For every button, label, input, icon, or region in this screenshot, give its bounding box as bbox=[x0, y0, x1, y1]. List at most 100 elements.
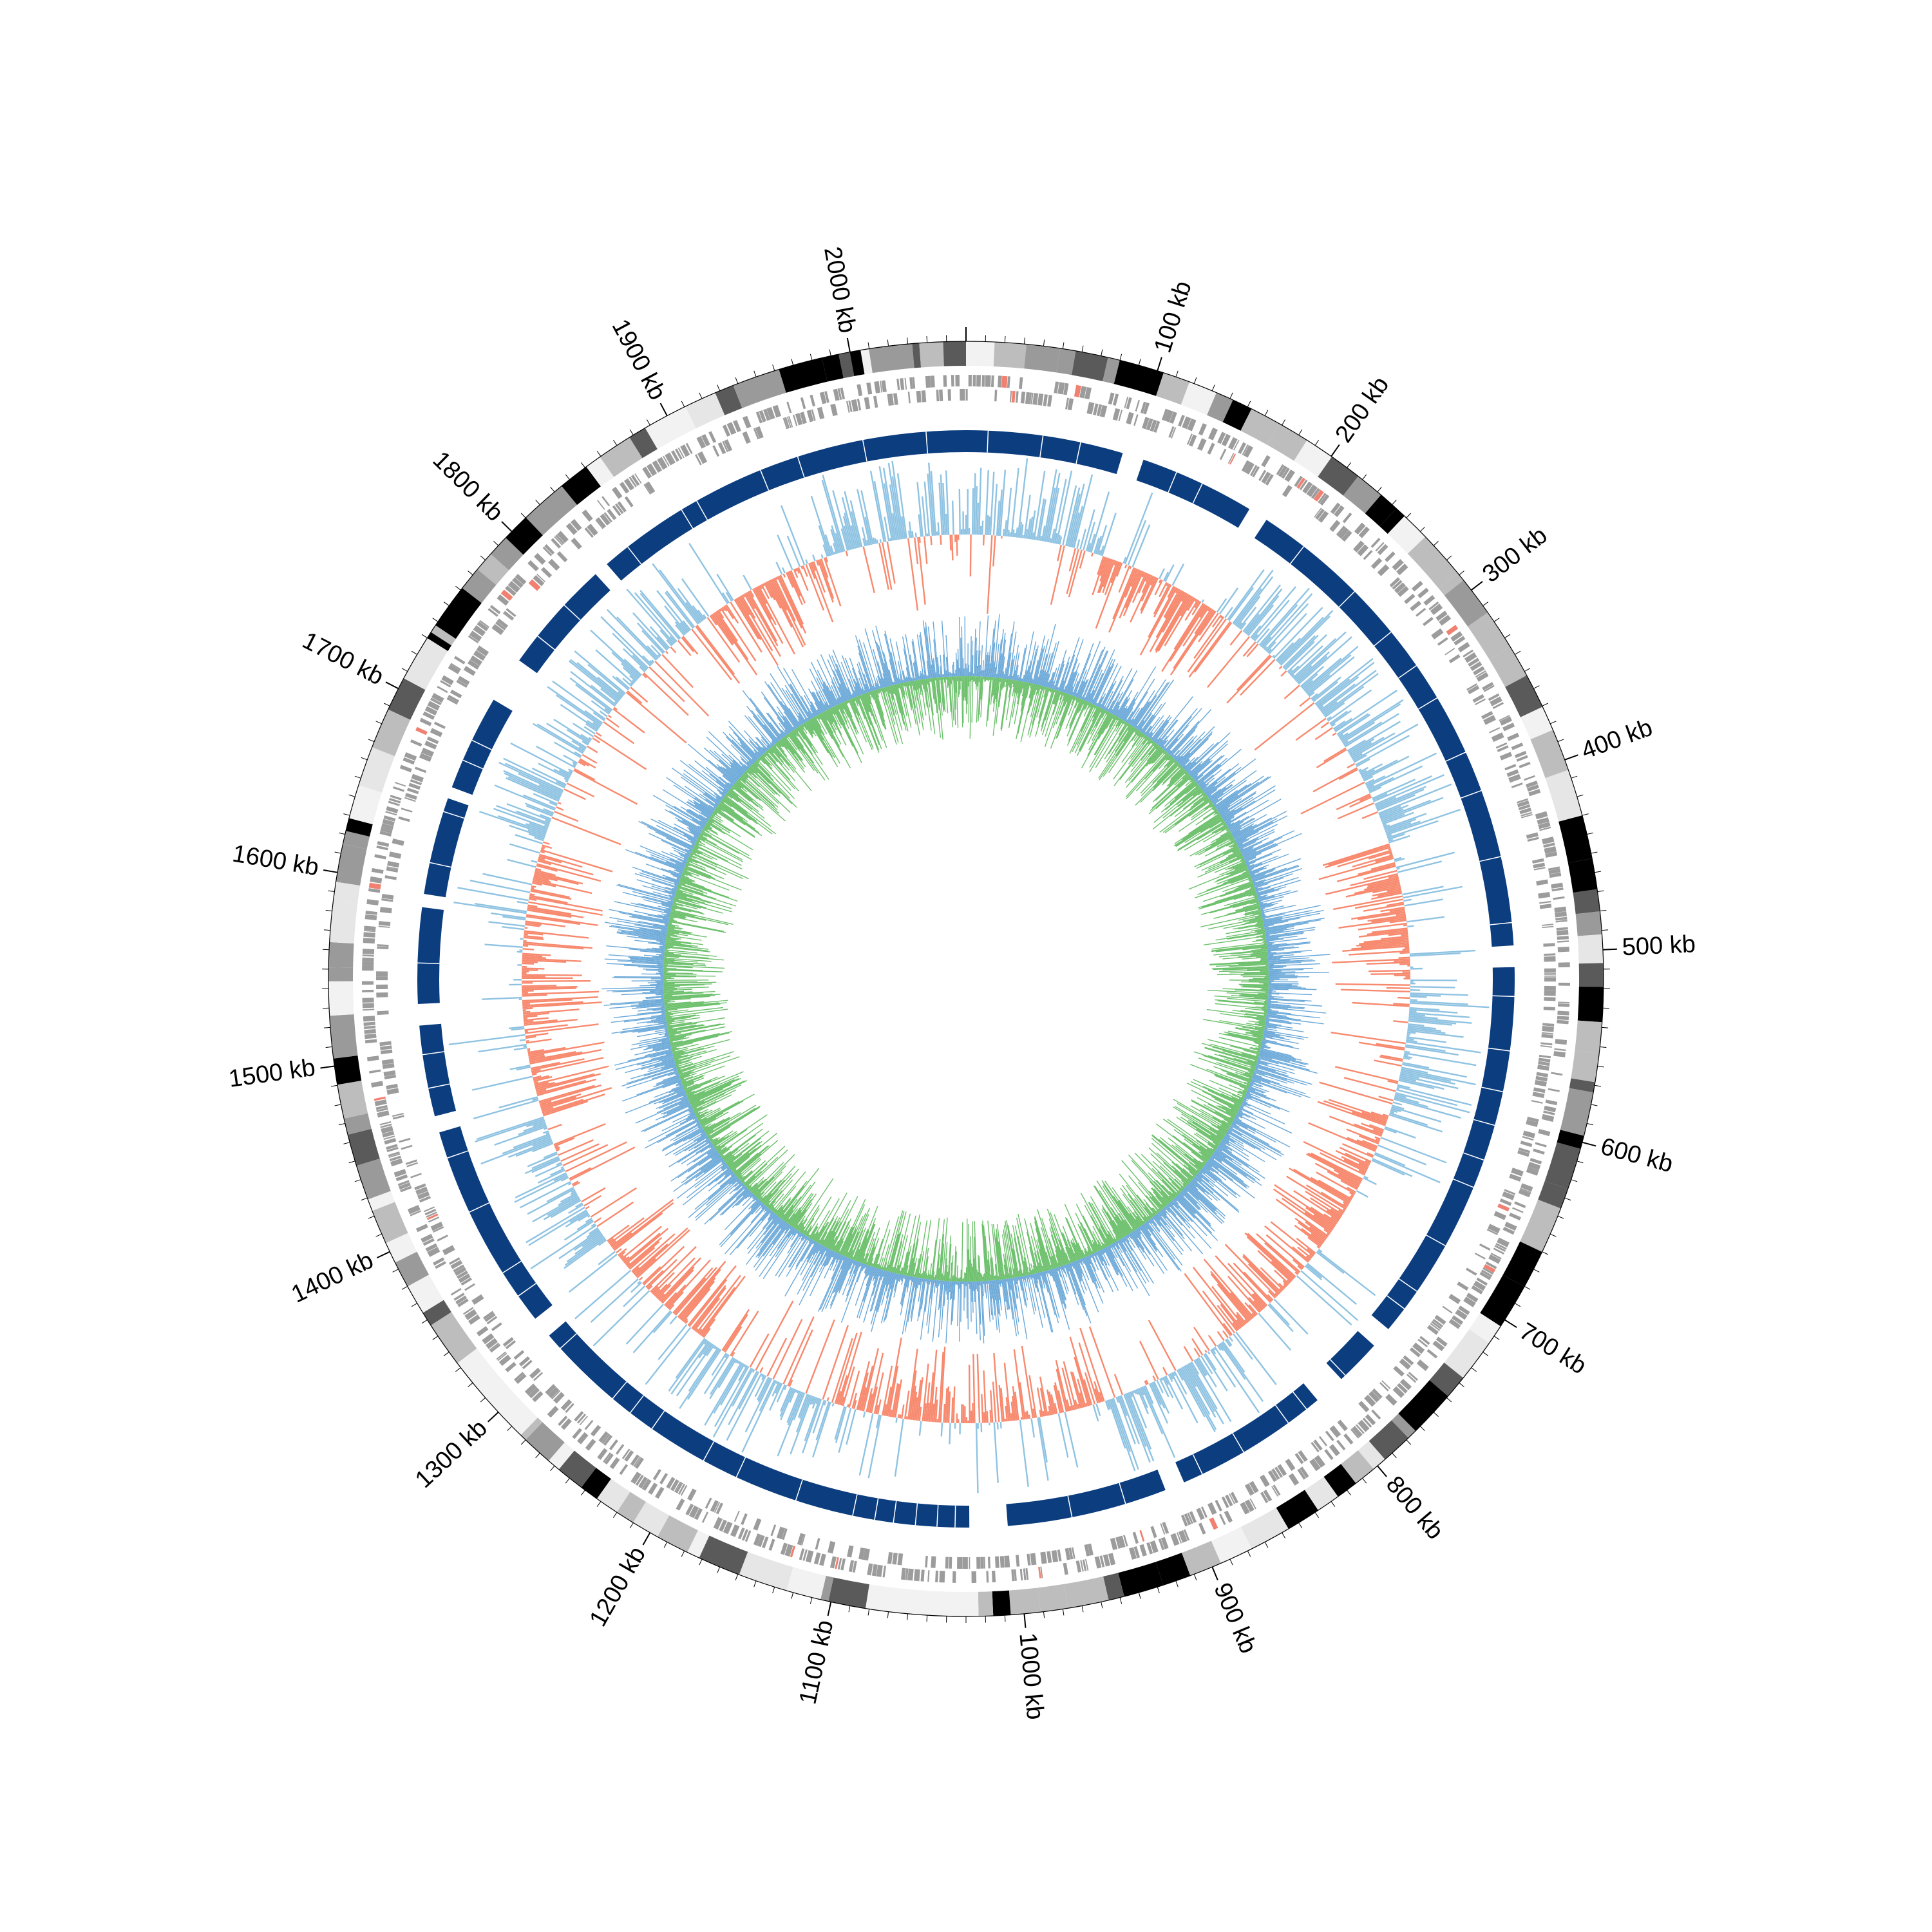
gc-content-bar bbox=[1147, 737, 1150, 741]
gc-skew-bar bbox=[547, 686, 602, 726]
gc-skew-bar bbox=[569, 1253, 618, 1293]
gc-skew-bar bbox=[529, 1051, 576, 1061]
gc-content-bar bbox=[1244, 853, 1262, 861]
gc-skew-bar bbox=[1318, 676, 1359, 709]
gene-feature bbox=[1544, 973, 1556, 975]
gc-content-bar bbox=[1150, 1188, 1167, 1206]
gc-content-bar bbox=[1214, 811, 1218, 814]
gc-skew-bar bbox=[829, 545, 835, 555]
gc-skew-bar bbox=[522, 990, 534, 992]
gc-content-bar bbox=[1156, 1210, 1159, 1213]
gc-content-bar bbox=[1238, 831, 1275, 849]
contig-band bbox=[1276, 1490, 1318, 1529]
gene-feature bbox=[897, 1553, 904, 1566]
gene-feature bbox=[708, 431, 717, 443]
gc-content-bar bbox=[1215, 1098, 1239, 1112]
gc-content-bar bbox=[1135, 762, 1178, 806]
gc-skew-bar bbox=[1226, 655, 1273, 704]
gc-skew-bar bbox=[703, 1354, 730, 1394]
gc-content-bar bbox=[1229, 817, 1255, 832]
gene-feature bbox=[547, 1387, 560, 1399]
gc-content-bar bbox=[1210, 1043, 1259, 1057]
gc-content-bar bbox=[1171, 1144, 1202, 1170]
gc-content-bar bbox=[1068, 701, 1086, 741]
gc-skew-bar bbox=[570, 670, 616, 707]
gc-content-bar bbox=[1229, 837, 1234, 840]
gene-feature bbox=[540, 567, 553, 578]
gc-content-bar bbox=[1230, 1108, 1238, 1113]
gene-feature bbox=[1065, 1548, 1071, 1560]
gc-skew-bar bbox=[573, 763, 576, 767]
gc-skew-bar bbox=[1244, 1302, 1257, 1316]
gc-content-bar bbox=[1245, 1095, 1252, 1099]
gene-feature bbox=[994, 1556, 999, 1568]
gene-feature bbox=[458, 1273, 471, 1283]
gc-skew-bar bbox=[448, 1034, 526, 1046]
gc-skew-bar bbox=[811, 1397, 818, 1409]
gene-feature bbox=[365, 914, 377, 920]
gc-content-bar bbox=[1104, 1247, 1119, 1273]
minor-tick bbox=[520, 1439, 526, 1445]
gene-feature bbox=[1527, 1117, 1539, 1122]
gc-content-bar bbox=[1151, 1217, 1154, 1220]
gc-content-bar bbox=[1158, 739, 1164, 746]
gene-feature bbox=[1475, 698, 1486, 706]
gc-skew-bar bbox=[1338, 918, 1406, 929]
gc-skew-bar bbox=[552, 680, 606, 720]
gene-feature bbox=[1183, 1529, 1190, 1541]
gc-content-bar bbox=[1228, 1030, 1264, 1039]
gc-content-bar bbox=[1045, 674, 1050, 687]
gc-skew-bar bbox=[698, 1341, 711, 1359]
gc-skew-bar bbox=[1305, 1190, 1343, 1216]
gc-skew-bar bbox=[1286, 1175, 1345, 1213]
gc-content-bar bbox=[1238, 954, 1268, 958]
contig-band bbox=[606, 1484, 630, 1513]
gene-feature bbox=[619, 482, 630, 494]
gc-skew-bar bbox=[775, 1382, 782, 1394]
gc-skew-bar bbox=[845, 551, 849, 556]
gene-feature bbox=[1518, 804, 1531, 811]
gene-feature bbox=[1311, 488, 1321, 499]
minor-tick bbox=[663, 1542, 668, 1548]
gc-skew-bar bbox=[1196, 1358, 1208, 1376]
gc-content-bar bbox=[1214, 1054, 1256, 1068]
gc-content-bar bbox=[1150, 736, 1153, 739]
gc-skew-bar bbox=[706, 1344, 715, 1356]
gc-skew-bar bbox=[1374, 1151, 1406, 1167]
gc-skew-bar bbox=[1222, 1341, 1245, 1373]
gc-content-bar bbox=[1243, 1074, 1253, 1078]
gc-skew-bar bbox=[587, 1215, 591, 1218]
gc-content-bar bbox=[1075, 1212, 1095, 1253]
gc-skew-bar bbox=[1377, 794, 1416, 811]
gc-content-bar bbox=[1240, 1010, 1267, 1014]
gc-skew-bar bbox=[1139, 587, 1178, 656]
gc-content-bar bbox=[1054, 689, 1056, 693]
gc-content-bar bbox=[1267, 1009, 1279, 1012]
gene-feature bbox=[1038, 1566, 1041, 1579]
gc-skew-bar bbox=[1228, 587, 1254, 621]
gene-feature bbox=[757, 1535, 765, 1548]
gene-feature bbox=[1276, 464, 1285, 476]
gc-skew-bar bbox=[876, 1399, 882, 1415]
gene-feature bbox=[454, 656, 466, 665]
gc-content-bar bbox=[1054, 1268, 1067, 1308]
gc-content-bar bbox=[1020, 682, 1028, 712]
gene-feature bbox=[1543, 943, 1555, 947]
gc-content-bar bbox=[1113, 1196, 1137, 1230]
gc-skew-bar bbox=[574, 768, 596, 781]
gc-skew-bar bbox=[922, 1363, 929, 1421]
gc-skew-bar bbox=[778, 575, 807, 634]
minor-tick bbox=[1533, 685, 1540, 689]
gene-feature bbox=[1534, 1079, 1547, 1087]
gc-content-bar bbox=[1103, 706, 1105, 710]
gc-content-bar bbox=[1247, 1089, 1276, 1102]
gc-content-bar bbox=[1183, 1189, 1208, 1213]
gc-skew-bar bbox=[1026, 1410, 1029, 1419]
gc-skew-bar bbox=[533, 793, 558, 805]
gc-skew-bar bbox=[1378, 806, 1401, 816]
gc-content-bar bbox=[999, 677, 1001, 683]
gc-content-bar bbox=[1182, 1182, 1187, 1187]
gc-skew-bar bbox=[571, 1180, 579, 1186]
contig-band bbox=[849, 350, 865, 376]
gc-skew-bar bbox=[699, 1287, 735, 1335]
